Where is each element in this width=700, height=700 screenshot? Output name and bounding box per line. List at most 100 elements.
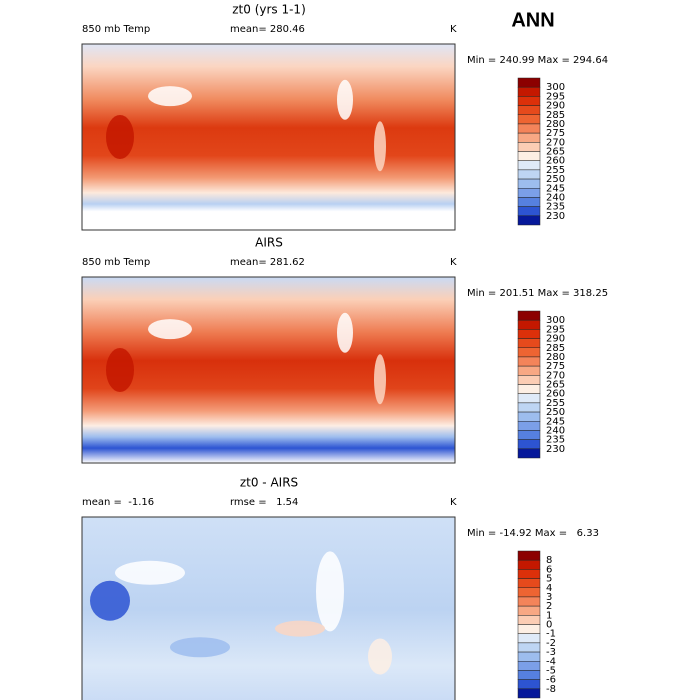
colorbar-box — [517, 132, 541, 143]
colorbar-label: -6 — [546, 675, 556, 686]
colorbar-label: 250 — [546, 407, 565, 418]
map-feature — [337, 312, 353, 353]
panel-stat: mean= 281.62 — [230, 257, 305, 268]
colorbar-box — [517, 439, 541, 450]
colorbar-box — [517, 559, 541, 570]
map-field — [82, 517, 455, 700]
colorbar-box — [517, 105, 541, 115]
colorbar-label: 280 — [546, 119, 565, 130]
colorbar-label: 250 — [546, 174, 565, 185]
map-frame — [81, 516, 456, 700]
colorbar-box — [517, 188, 541, 198]
colorbar-box — [517, 365, 541, 376]
colorbar-box — [517, 197, 541, 207]
colorbar-label: 260 — [546, 389, 565, 400]
colorbar-label: -4 — [546, 656, 556, 667]
colorbar-box — [517, 661, 541, 671]
colorbar-label: 3 — [546, 592, 552, 603]
colorbar-box — [517, 411, 541, 422]
colorbar-box — [517, 578, 541, 588]
colorbar-label: 270 — [546, 370, 565, 381]
colorbar-box — [517, 421, 541, 431]
colorbar-box — [517, 430, 541, 440]
colorbar-label: 240 — [546, 192, 565, 203]
colorbar-label: 0 — [546, 620, 552, 631]
colorbar-box — [517, 123, 541, 134]
colorbar-label: 230 — [546, 211, 565, 222]
colorbar-label: 295 — [546, 324, 565, 335]
panel-label: mean = -1.16 — [82, 497, 154, 508]
colorbar-label: 290 — [546, 101, 565, 112]
map-feature — [374, 121, 386, 172]
colorbar-box — [517, 169, 541, 180]
colorbar-label: 255 — [546, 165, 565, 176]
colorbar-box — [517, 215, 541, 226]
colorbar-box — [517, 550, 541, 561]
colorbar-box — [517, 615, 541, 625]
colorbar-label: 275 — [546, 128, 565, 139]
panel-title: AIRS — [255, 236, 283, 250]
colorbar-label: 235 — [546, 435, 565, 446]
colorbar-box — [517, 393, 541, 404]
panel-label: 850 mb Temp — [82, 24, 150, 35]
colorbar-box — [517, 402, 541, 413]
colorbar-box — [517, 338, 541, 348]
colorbar-box — [517, 96, 541, 106]
colorbar-box — [517, 178, 541, 189]
map-frame — [81, 276, 456, 464]
colorbar-label: 275 — [546, 361, 565, 372]
colorbar-box — [517, 569, 541, 579]
colorbar-label: 290 — [546, 334, 565, 345]
colorbar-label: 270 — [546, 137, 565, 148]
panel-stat: rmse = 1.54 — [230, 497, 298, 508]
colorbar-box — [517, 319, 541, 330]
map-feature — [90, 580, 130, 621]
colorbar-box — [517, 448, 541, 459]
map-frame — [81, 43, 456, 231]
colorbar-label: -8 — [546, 684, 556, 695]
panel-title: zt0 (yrs 1-1) — [232, 3, 306, 17]
colorbar-label: 285 — [546, 343, 565, 354]
colorbar-box — [517, 384, 541, 394]
colorbar-label: 295 — [546, 91, 565, 102]
colorbar-box — [517, 642, 541, 653]
colorbar-label: 5 — [546, 574, 552, 585]
colorbar-label: 240 — [546, 425, 565, 436]
colorbar-label: 6 — [546, 564, 552, 575]
colorbar-box — [517, 114, 541, 125]
colorbar-label: 235 — [546, 202, 565, 213]
colorbar-box — [517, 679, 541, 690]
panel-units: K — [450, 24, 457, 35]
colorbar-label: -2 — [546, 638, 556, 649]
colorbar-label: 285 — [546, 110, 565, 121]
map-feature — [170, 637, 230, 658]
map-feature — [148, 86, 192, 107]
colorbar-label: -1 — [546, 629, 556, 640]
colorbar-box — [517, 206, 541, 217]
panel-stat: mean= 280.46 — [230, 24, 305, 35]
colorbar-label: 245 — [546, 183, 565, 194]
colorbar-box — [517, 587, 541, 598]
colorbar-box — [517, 356, 541, 367]
colorbar-box — [517, 329, 541, 339]
range-text: Min = 201.51 Max = 318.25 — [467, 288, 608, 299]
colorbar-label: 230 — [546, 444, 565, 455]
colorbar-label: -3 — [546, 647, 556, 658]
colorbar-box — [517, 86, 541, 97]
colorbar-box — [517, 375, 541, 385]
panel-title: zt0 - AIRS — [240, 476, 298, 490]
colorbar-label: 280 — [546, 352, 565, 363]
colorbar-label: 2 — [546, 601, 552, 612]
map-feature — [374, 354, 386, 405]
colorbar-box — [517, 688, 541, 699]
map-feature — [106, 115, 134, 159]
panel-units: K — [450, 497, 457, 508]
colorbar-label: 1 — [546, 610, 552, 621]
colorbar-label: 8 — [546, 555, 552, 566]
colorbar-label: -5 — [546, 665, 556, 676]
colorbar-box — [517, 670, 541, 680]
colorbar-label: 300 — [546, 82, 565, 93]
map-feature — [337, 79, 353, 120]
colorbar-box — [517, 633, 541, 644]
